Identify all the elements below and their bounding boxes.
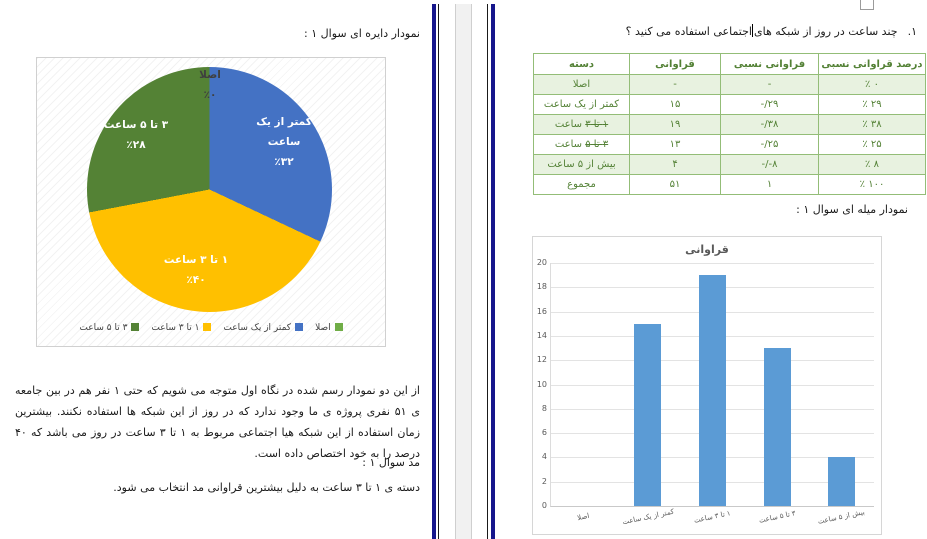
pie-circle — [87, 67, 332, 312]
y-axis-label: 18 — [536, 282, 547, 292]
question-paragraph[interactable]: ۱. چند ساعت در روز از شبکه هایاجتماعی است… — [533, 24, 917, 38]
frequency-cell[interactable]: ۴ — [629, 154, 721, 175]
legend-label: کمتر از یک ساعت — [223, 323, 292, 333]
legend-swatch — [203, 323, 212, 331]
pie-legend: اصلا کمتر از یک ساعت ۱ تا ۳ ساعت ۳ تا ۵ ساع… — [37, 315, 385, 334]
analysis-paragraph[interactable]: از این دو نمودار رسم شده در نگاه اول متو… — [15, 384, 421, 460]
relative-frequency-cell[interactable]: ۱ — [720, 174, 819, 195]
legend-item: ۱ تا ۳ ساعت — [151, 323, 212, 333]
relative-frequency-cell[interactable]: -/۲۵ — [720, 134, 819, 155]
table-row: مجموع ۵۱ ۱ ٪ ۱۰۰ — [533, 174, 926, 195]
bar-chart[interactable]: قراوانی 0 2 4 6 8 10 12 14 16 18 20 اصلا کمتر از یک … — [532, 236, 882, 535]
page-gap — [455, 4, 472, 539]
bar-chart-section-title[interactable]: نمودار میله ای سوال ۱ : — [796, 203, 908, 216]
pie-slice-label: کمتر از یک ساعت ٪۳۲ — [256, 116, 312, 168]
pie-slice-label: اصلا ٪۰ — [199, 69, 221, 101]
relative-frequency-cell[interactable]: -/-۸ — [720, 154, 819, 175]
percent-cell[interactable]: ٪ ۰ — [818, 74, 926, 95]
legend-label: ۱ تا ۳ ساعت — [151, 323, 200, 333]
pie-slice-label: ۳ تا ۵ ساعت ٪۲۸ — [103, 119, 169, 151]
frequency-cell[interactable]: ۱۹ — [629, 114, 721, 135]
frequency-cell[interactable]: ۵۱ — [629, 174, 721, 195]
bar-plot-area: 0 2 4 6 8 10 12 14 16 18 20 اصلا کمتر از یک ساعت ۱ تا… — [537, 258, 874, 526]
table-row: کمتر از یک ساعت ۱۵ -/۲۹ ٪ ۲۹ — [533, 94, 926, 115]
mode-paragraph[interactable]: دسته ی ۱ تا ۳ ساعت به دلیل بیشترین قراوا… — [113, 481, 420, 494]
y-axis-label: 14 — [536, 330, 547, 340]
header-cell-percent[interactable]: درصد قراوانی نسبی — [818, 53, 926, 75]
legend-item: اصلا — [315, 323, 343, 333]
pie-chart[interactable]: اصلا ٪۰ کمتر از یک ساعت ٪۳۲ ۱ تا ۳ ساعت ٪۴۰ ۳ … — [36, 57, 386, 347]
y-axis-label: 6 — [541, 428, 547, 438]
x-axis-label: کمتر از یک ساعت — [621, 507, 675, 527]
question-text: چند ساعت در روز از شبکه های — [753, 25, 898, 38]
table-row: ۱ تا ۳ ساعت ۱۹ -/۳۸ ٪ ۳۸ — [533, 114, 926, 135]
anchor-checkbox[interactable] — [860, 0, 874, 10]
header-cell-relative-frequency[interactable]: فراوانی نسبی — [720, 53, 819, 75]
question-text-continued: اجتماعی استفاده می کنید ؟ — [625, 25, 752, 38]
percent-cell[interactable]: ٪ ۱۰۰ — [818, 174, 926, 195]
legend-swatch — [131, 323, 140, 331]
y-axis-label: 12 — [536, 355, 547, 365]
pie-slice-label: ۱ تا ۳ ساعت ٪۴۰ — [163, 254, 229, 286]
relative-frequency-cell[interactable]: -/۲۹ — [720, 94, 819, 115]
table-row: اصلا - - ٪ ۰ — [533, 74, 926, 95]
x-axis-label: بیش از ۵ ساعت — [817, 508, 866, 526]
table-row: ۳ تا ۵ ساعت ۱۳ -/۲۵ ٪ ۲۵ — [533, 134, 926, 155]
percent-cell[interactable]: ٪ ۸ — [818, 154, 926, 175]
header-cell-frequency[interactable]: قراوانی — [629, 53, 721, 75]
question-number: ۱. — [907, 25, 917, 38]
y-axis-label: 10 — [536, 379, 547, 389]
header-cell-category[interactable]: دسته — [533, 53, 630, 75]
percent-cell[interactable]: ٪ ۲۹ — [818, 94, 926, 115]
y-axis-label: 2 — [541, 476, 547, 486]
x-axis-label: اصلا — [576, 511, 591, 523]
y-axis-label: 16 — [536, 306, 547, 316]
y-axis-label: 4 — [541, 452, 547, 462]
pie-chart-section-title[interactable]: نمودار دایره ای سوال ۱ : — [304, 27, 420, 40]
x-axis-label: ۱ تا ۳ ساعت — [693, 509, 732, 525]
frequency-table[interactable]: دسته قراوانی فراوانی نسبی درصد قراوانی ن… — [533, 53, 926, 195]
bar — [634, 323, 662, 506]
bar-chart-title: قراوانی — [685, 243, 729, 256]
y-axis-label: 8 — [541, 403, 547, 413]
category-cell[interactable]: کمتر از یک ساعت — [533, 94, 630, 115]
category-cell[interactable]: ۳ تا ۵ ساعت — [533, 134, 630, 155]
left-page-border-navy — [432, 4, 436, 539]
percent-cell[interactable]: ٪ ۲۵ — [818, 134, 926, 155]
legend-label: اصلا — [315, 323, 331, 333]
legend-swatch — [295, 323, 304, 331]
relative-frequency-cell[interactable]: - — [720, 74, 819, 95]
bar — [699, 275, 726, 506]
frequency-cell[interactable]: ۱۳ — [629, 134, 721, 155]
category-cell[interactable]: اصلا — [533, 74, 630, 95]
legend-item: کمتر از یک ساعت — [223, 323, 304, 333]
right-page-border-black — [487, 4, 488, 539]
y-axis-label: 0 — [541, 501, 547, 510]
x-axis-label: ۳ تا ۵ ساعت — [757, 509, 797, 525]
category-cell[interactable]: بیش از ۵ ساعت — [533, 154, 630, 175]
legend-label: ۳ تا ۵ ساعت — [79, 323, 128, 333]
left-page-border-black — [438, 4, 439, 539]
text-cursor — [752, 24, 754, 37]
legend-swatch — [334, 323, 343, 331]
table-row: بیش از ۵ ساعت ۴ -/-۸ ٪ ۸ — [533, 154, 926, 175]
relative-frequency-cell[interactable]: -/۳۸ — [720, 114, 819, 135]
table-header-row: دسته قراوانی فراوانی نسبی درصد قراوانی ن… — [533, 53, 926, 75]
frequency-cell[interactable]: - — [629, 74, 721, 95]
category-cell[interactable]: ۱ تا ۳ ساعت — [533, 114, 630, 135]
frequency-cell[interactable]: ۱۵ — [629, 94, 721, 115]
legend-item: ۳ تا ۵ ساعت — [79, 323, 140, 333]
gridline — [551, 263, 874, 264]
bar — [763, 348, 791, 506]
bar — [828, 457, 856, 506]
right-page-border-navy — [491, 4, 495, 539]
category-cell[interactable]: مجموع — [533, 174, 630, 195]
mode-heading[interactable]: مد سوال ۱ : — [362, 456, 420, 469]
percent-cell[interactable]: ٪ ۳۸ — [818, 114, 926, 135]
y-axis-label: 20 — [536, 258, 547, 267]
